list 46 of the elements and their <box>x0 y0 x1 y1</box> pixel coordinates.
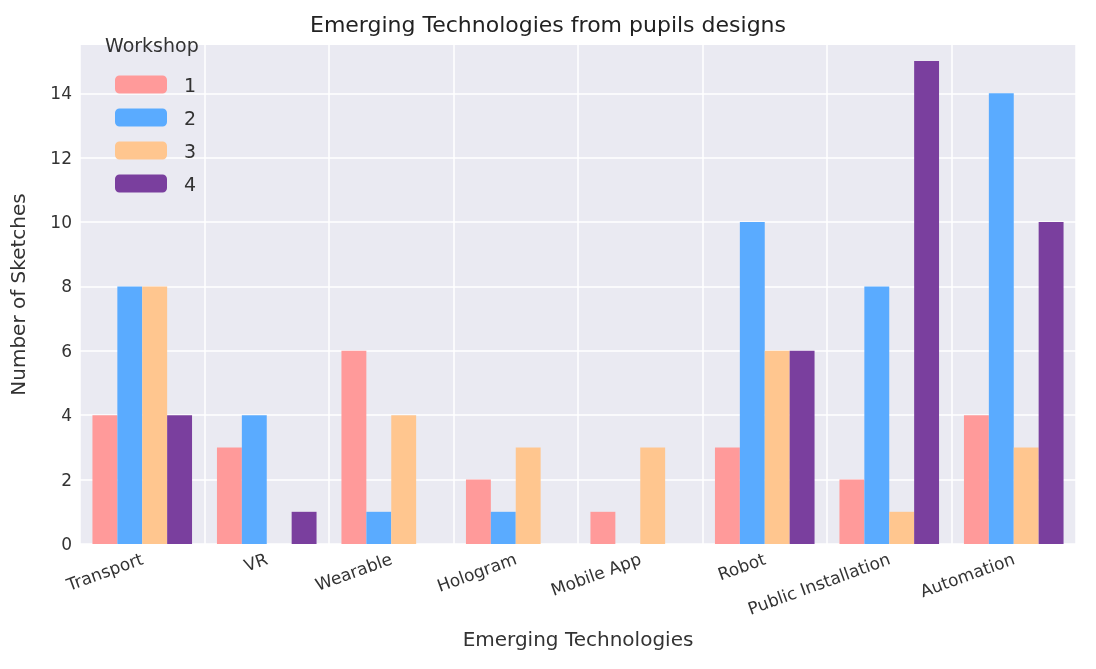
bar <box>1038 222 1064 544</box>
y-axis-title: Number of Sketches <box>6 193 30 396</box>
bar <box>92 415 118 544</box>
y-tick-label: 12 <box>50 147 72 168</box>
legend-label: 4 <box>184 172 197 195</box>
y-tick-label: 4 <box>61 405 72 426</box>
bar <box>988 93 1014 544</box>
bar <box>117 286 143 544</box>
bar <box>167 415 193 544</box>
bar <box>864 286 890 544</box>
bar <box>142 286 168 544</box>
x-tick-label: Mobile App <box>548 548 644 600</box>
bar <box>490 511 516 544</box>
legend-label: 2 <box>184 106 197 129</box>
bar <box>241 415 267 544</box>
bar <box>291 511 317 544</box>
legend-label: 1 <box>184 73 197 96</box>
bar <box>391 415 417 544</box>
bar <box>914 61 940 544</box>
x-axis-title: Emerging Technologies <box>462 627 694 651</box>
bar <box>515 447 541 544</box>
bar <box>714 447 740 544</box>
bar <box>366 511 392 544</box>
bar <box>839 479 865 544</box>
y-tick-label: 8 <box>61 276 72 297</box>
y-tick-label: 2 <box>61 469 72 490</box>
x-tick-label: VR <box>241 548 271 576</box>
bar <box>465 479 491 544</box>
bar <box>789 350 815 544</box>
x-tick-label: Robot <box>714 548 769 585</box>
y-tick-label: 10 <box>50 212 72 233</box>
y-tick-label: 6 <box>61 340 72 361</box>
bar <box>590 511 616 544</box>
bar <box>1013 447 1039 544</box>
bar <box>963 415 989 544</box>
y-tick-label: 0 <box>61 534 72 554</box>
bar <box>341 350 367 544</box>
legend-label: 3 <box>184 139 197 162</box>
y-tick-label: 14 <box>50 83 72 104</box>
bar <box>889 511 915 544</box>
chart-title: Emerging Technologies from pupils designs <box>309 11 787 37</box>
legend-title: Workshop <box>105 33 199 56</box>
bar <box>640 447 666 544</box>
bar <box>764 350 790 544</box>
bar <box>739 222 765 544</box>
bar <box>216 447 242 544</box>
